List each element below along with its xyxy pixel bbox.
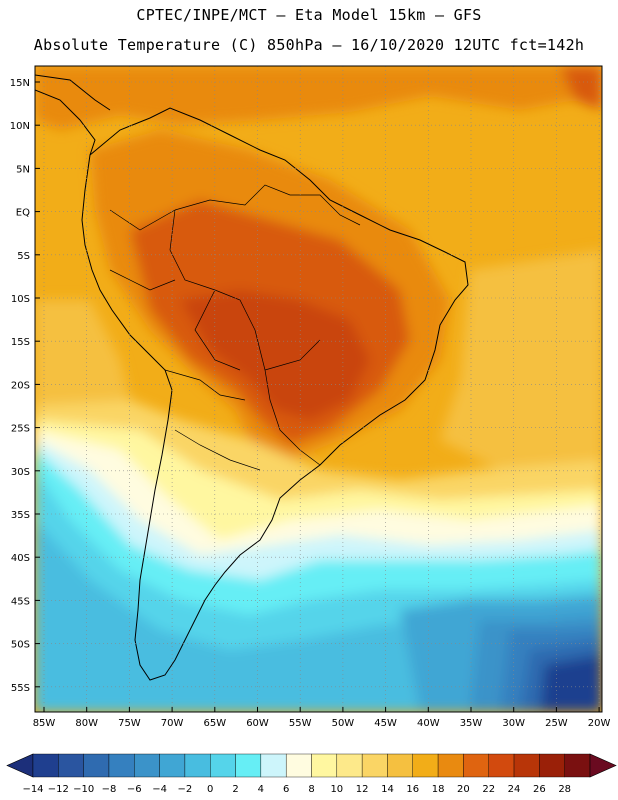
longitude-label: 80W <box>75 718 98 729</box>
colorbar-swatch <box>285 753 312 778</box>
colorbar-label: 4 <box>258 784 264 795</box>
colorbar-label: 28 <box>558 784 571 795</box>
latitude-label: 10S <box>11 294 30 305</box>
brazil-border <box>169 184 361 466</box>
latitude-label: 10N <box>10 121 30 132</box>
longitude-label: 70W <box>161 718 184 729</box>
latitude-label: 35S <box>11 510 30 521</box>
field-navy <box>540 655 602 712</box>
longitude-label: 40W <box>417 718 440 729</box>
colorbar-swatch <box>134 753 160 778</box>
colorbar-label: 22 <box>482 784 495 795</box>
longitude-label: 85W <box>33 718 56 729</box>
colorbar-swatch <box>210 753 236 778</box>
longitude-label: 30W <box>502 718 525 729</box>
field-ne-corner <box>560 66 602 110</box>
longitude-labels: 85W 80W 75W 70W 65W 60W 55W 50W 45W 40W 35W 30W 25W 2… <box>33 707 611 729</box>
colorbar-label: 16 <box>406 784 419 795</box>
colorbar-swatch <box>32 753 59 778</box>
country-borders <box>109 184 361 471</box>
colorbar-under-triangle <box>6 753 34 778</box>
colorbar-label: −12 <box>48 784 69 795</box>
colorbar-label: 10 <box>330 784 343 795</box>
colorbar-swatch <box>235 753 262 778</box>
colorbar-swatch <box>437 753 464 778</box>
map-title: CPTEC/INPE/MCT — Eta Model 15km — GFS <box>136 6 482 24</box>
colorbar-label: 24 <box>508 784 521 795</box>
south-america-coastline <box>81 107 469 681</box>
colorbar: −14 −12 −10 −8 −6 −4 −2 0 2 4 6 8 10 12 14 16 18 20 22 24 26… <box>6 753 617 795</box>
colorbar-swatch <box>488 753 515 778</box>
colorbar-over-triangle <box>589 753 617 778</box>
longitude-label: 20W <box>588 718 611 729</box>
colorbar-swatch <box>412 753 439 778</box>
colorbar-label: 2 <box>232 784 238 795</box>
longitude-label: 60W <box>246 718 269 729</box>
map-subtitle: Absolute Temperature (C) 850hPa — 16/10/… <box>33 36 585 54</box>
field-pacific-mild <box>35 300 130 410</box>
latitude-label: 30S <box>11 467 30 478</box>
longitude-label: 75W <box>118 718 141 729</box>
colorbar-swatch <box>260 753 287 778</box>
latitude-label: 15N <box>10 78 30 89</box>
coastlines <box>35 74 469 681</box>
longitude-label: 45W <box>374 718 397 729</box>
colorbar-label: −8 <box>102 784 117 795</box>
colorbar-swatch <box>361 753 388 778</box>
longitude-label: 50W <box>332 718 355 729</box>
colorbar-label: −14 <box>22 784 43 795</box>
colorbar-label: 18 <box>432 784 445 795</box>
latitude-label: 5N <box>16 164 30 175</box>
longitude-label: 25W <box>545 718 568 729</box>
temperature-field <box>35 66 602 712</box>
caribbean-coast <box>35 74 111 111</box>
colorbar-label: 20 <box>457 784 470 795</box>
colorbar-label: −2 <box>178 784 193 795</box>
plot-frame <box>34 65 603 713</box>
colorbar-label: −6 <box>127 784 142 795</box>
latitude-labels: 15N 10N 5N EQ 5S 10S 15S 20S 25S 30S 35S 40S 45S 50S 5… <box>10 78 40 694</box>
colorbar-swatch <box>387 753 413 778</box>
colorbar-swatch <box>184 753 211 778</box>
field-atlantic-mild <box>440 250 602 480</box>
colorbar-label: 8 <box>308 784 314 795</box>
longitude-label: 35W <box>460 718 483 729</box>
latitude-label: 50S <box>11 640 30 651</box>
colorbar-swatch <box>58 753 84 778</box>
latitude-label: 15S <box>11 337 30 348</box>
graticule <box>35 66 602 712</box>
longitude-label: 55W <box>289 718 312 729</box>
colorbar-swatch <box>513 753 540 778</box>
field-north-hot <box>35 66 602 130</box>
longitude-label: 65W <box>203 718 226 729</box>
colorbar-label: 26 <box>533 784 546 795</box>
colorbar-swatch <box>463 753 489 778</box>
latitude-label: 45S <box>11 596 30 607</box>
colorbar-label: 14 <box>381 784 394 795</box>
colorbar-swatch <box>564 753 591 778</box>
latitude-label: 25S <box>11 424 30 435</box>
colorbar-swatch <box>311 753 338 778</box>
colorbar-swatch <box>539 753 565 778</box>
central-america-coast <box>35 89 96 156</box>
colorbar-swatch <box>83 753 110 778</box>
colorbar-label: −4 <box>152 784 167 795</box>
latitude-label: 20S <box>11 380 30 391</box>
colorbar-label: 12 <box>356 784 369 795</box>
field-continent-hottest <box>180 290 370 420</box>
andes-borders <box>109 209 261 471</box>
latitude-label: 5S <box>17 251 30 262</box>
colorbar-swatch <box>336 753 363 778</box>
colorbar-label: 0 <box>207 784 213 795</box>
colorbar-swatch <box>108 753 135 778</box>
latitude-label: EQ <box>16 208 30 219</box>
colorbar-swatch <box>159 753 186 778</box>
colorbar-label: 6 <box>283 784 289 795</box>
latitude-label: 55S <box>11 683 30 694</box>
colorbar-label: −10 <box>73 784 94 795</box>
latitude-label: 40S <box>11 553 30 564</box>
